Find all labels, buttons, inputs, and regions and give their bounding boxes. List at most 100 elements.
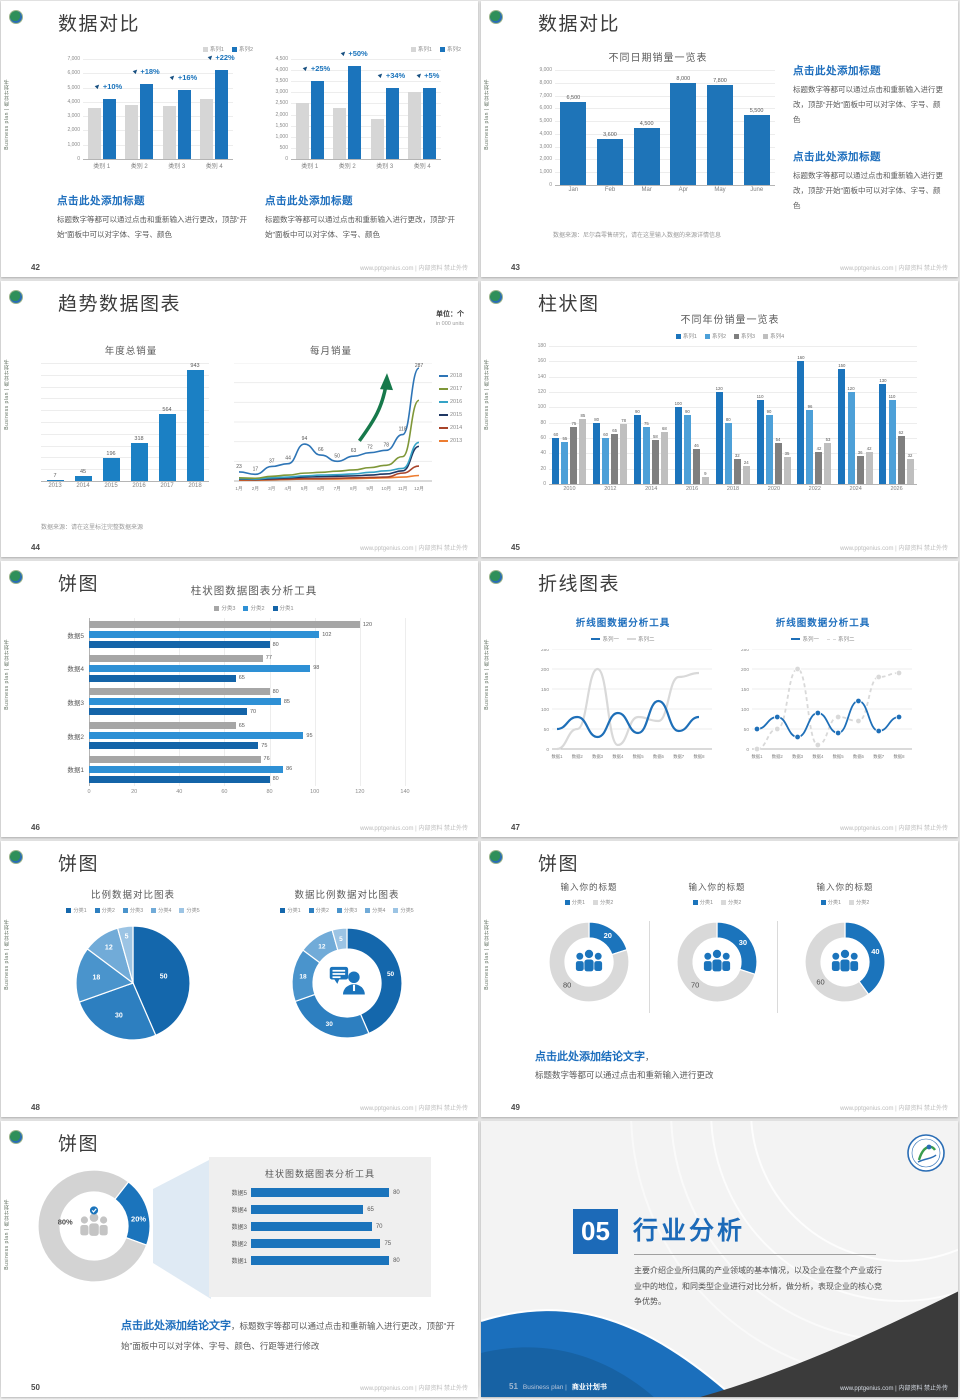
sidebar-watermark: Business plan | 商业计划书 xyxy=(4,1199,10,1270)
funnel-connector xyxy=(153,1159,211,1299)
blab: 9 xyxy=(704,471,707,477)
slide-51[interactable]: 05 行业分析 主要介绍企业所归属的产业领域的基本情况，以及企业在整个产业或行业… xyxy=(481,1121,958,1397)
slide-45[interactable]: Business plan | 商业计划书 柱状图 不同年份销量一览表 系列1 系列… xyxy=(481,281,958,557)
slide-49[interactable]: Business plan | 商业计划书 饼图 输入你的标题 分类1 分类2 20 8… xyxy=(481,841,958,1117)
footer-site: www.pptgenius.com | 内部资料 禁止外传 xyxy=(840,266,948,272)
cat: 类别 4 xyxy=(205,164,223,170)
xtick: 80 xyxy=(266,789,273,795)
blab: 8,000 xyxy=(676,75,691,82)
lg-item: 分类2 xyxy=(94,907,115,914)
ylab: 7,000 xyxy=(539,92,552,99)
cat: 类别 1 xyxy=(301,164,319,170)
block-heading: 点击此处添加标题 xyxy=(793,151,881,163)
lg-t: 分类1 xyxy=(827,900,841,906)
blab: 3,600 xyxy=(603,132,617,138)
gline xyxy=(555,172,775,174)
slide-44[interactable]: Business plan | 商业计划书 趋势数据图表 单位：个 in 000… xyxy=(1,281,478,557)
lg-t: 分类2 xyxy=(101,908,115,914)
bar xyxy=(158,414,176,481)
vline xyxy=(314,618,316,786)
c-title: 不同日期销量一览表 xyxy=(608,53,708,64)
barcol: 42 xyxy=(815,446,823,484)
line-chart-legend: 2018 2017 2016 2015 2014 2013 xyxy=(439,373,462,444)
unit-cn: 单位：个 xyxy=(436,311,464,318)
gline xyxy=(291,70,441,72)
bar xyxy=(423,87,437,159)
grp: 318 xyxy=(130,363,148,481)
svg-text:66: 66 xyxy=(318,447,324,453)
sidebar-watermark: Business plan | 商业计划书 xyxy=(4,919,10,990)
gline xyxy=(291,125,441,127)
lg-t: 2014 xyxy=(450,425,463,431)
hbarline: 80 xyxy=(89,688,405,696)
lg-item: 分类1 xyxy=(692,899,713,906)
cat: 类别 1 xyxy=(93,164,111,170)
svg-text:数据8: 数据8 xyxy=(894,753,906,760)
svg-text:数据7: 数据7 xyxy=(673,753,685,760)
barcol: 24 xyxy=(742,460,750,484)
cat: 2012 xyxy=(604,486,617,492)
gline xyxy=(549,438,917,439)
lg-t: 分类1 xyxy=(73,908,87,914)
hlab: 数据5 xyxy=(67,632,84,640)
c-title: 柱状图数据图表分析工具 xyxy=(190,585,318,597)
slide-title: 饼图 xyxy=(58,574,100,595)
cat: 类别 3 xyxy=(168,164,186,170)
gline xyxy=(291,114,441,116)
slide-46[interactable]: Business plan | 商业计划书 饼图 柱状图数据图表分析工具 分类3 分… xyxy=(1,561,478,837)
lg-t: 分类3 xyxy=(129,908,144,914)
blab: 32 xyxy=(907,453,913,459)
hval: 86 xyxy=(286,766,293,773)
slide-48[interactable]: Business plan | 商业计划书 饼图 比例数据对比图表 分类1 分类2 分… xyxy=(1,841,478,1117)
pie-plot: 50 30 18 12 5 xyxy=(291,927,403,1039)
lg-sq xyxy=(122,908,128,913)
barcol: 110 xyxy=(756,394,764,484)
hbarline: 76 xyxy=(89,755,405,763)
title-underline xyxy=(634,1254,876,1255)
lg-sq xyxy=(214,605,220,611)
lg-sq xyxy=(849,900,854,905)
ylab: 0 xyxy=(285,156,288,162)
hbarline: 86 xyxy=(89,765,405,773)
lg-item: 2016 xyxy=(439,399,462,405)
slide-43[interactable]: Business plan | 商业计划书 数据对比 不同日期销量一览表 0 1,0… xyxy=(481,1,958,277)
hlab: 数据3 xyxy=(67,699,84,707)
lg-line xyxy=(591,638,601,640)
p-row: 数据1 80 xyxy=(221,1256,419,1265)
slide-title: 数据对比 xyxy=(58,14,141,35)
hbar xyxy=(89,698,281,706)
hbarline: 102 xyxy=(89,631,405,639)
grp: 8,000 xyxy=(670,70,697,185)
grp: 6,500 xyxy=(560,70,587,185)
pct: ► +16% xyxy=(168,73,197,83)
bar xyxy=(674,407,682,484)
bar xyxy=(295,103,309,159)
svg-text:40: 40 xyxy=(871,947,879,956)
lg-item: 系列二 xyxy=(627,635,655,643)
barcol xyxy=(370,119,384,159)
svg-text:数据8: 数据8 xyxy=(694,753,706,760)
legend: 分类1 分类2 分类3 分类4 分类5 xyxy=(243,907,451,914)
blab: 46 xyxy=(693,442,699,448)
lg-sq xyxy=(439,46,445,52)
slide-50[interactable]: Business plan | 商业计划书 饼图 20% 80% 柱状图数据图表分… xyxy=(1,1121,478,1397)
lg-t: 分类2 xyxy=(315,908,329,914)
slide-42[interactable]: Business plan | 商业计划书 数据对比 系列1 系列2 0 1,000 2… xyxy=(1,1,478,277)
page-number: 48 xyxy=(31,1103,40,1112)
hval: 80 xyxy=(272,776,279,783)
lg-item: 分类4 xyxy=(365,907,385,914)
svg-text:18: 18 xyxy=(92,974,100,981)
svg-text:数据5: 数据5 xyxy=(833,753,845,760)
svg-text:150: 150 xyxy=(541,687,549,693)
slide-47[interactable]: Business plan | 商业计划书 折线图表 折线图数据分析工具 系列一系… xyxy=(481,561,958,837)
grp: 4,500 xyxy=(633,70,660,185)
p-bar xyxy=(251,1256,390,1265)
bar xyxy=(765,415,773,484)
grp: 7 xyxy=(46,363,64,481)
gline xyxy=(291,159,441,160)
c-title: 每月销量 xyxy=(309,346,352,357)
barcol xyxy=(215,70,229,159)
pct-arrow: ► xyxy=(93,81,104,92)
lg-t: 分类1 xyxy=(699,900,713,906)
brand-logo-icon xyxy=(9,1130,23,1144)
